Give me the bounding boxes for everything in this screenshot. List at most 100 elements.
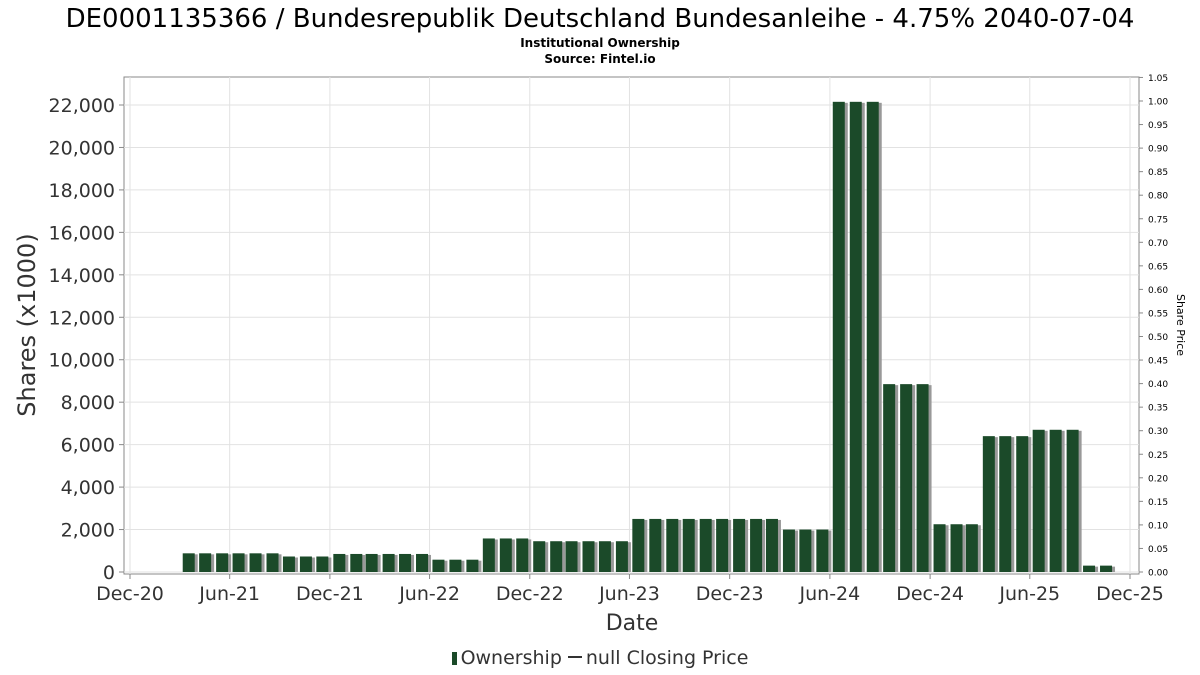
x-tick-label: Dec-21 <box>296 583 364 605</box>
ownership-bar <box>916 384 929 572</box>
y2-tick-label: 0.10 <box>1148 521 1168 531</box>
ownership-bar <box>299 556 312 572</box>
ownership-bar <box>232 553 245 572</box>
x-tick-label: Dec-24 <box>896 583 964 605</box>
y-tick-label: 6,000 <box>61 435 115 457</box>
y-tick-label: 14,000 <box>49 265 115 287</box>
bars <box>182 101 1116 572</box>
ownership-bar <box>550 541 563 572</box>
ownership-bar <box>499 538 512 572</box>
y2-tick-label: 0.75 <box>1148 215 1168 225</box>
y2-tick-label: 0.35 <box>1148 404 1168 414</box>
ownership-bar <box>1100 565 1113 572</box>
ownership-bar <box>632 518 645 572</box>
y2-tick-label: 0.95 <box>1148 121 1168 131</box>
ownership-bar <box>466 559 479 572</box>
x-tick-label: Dec-23 <box>696 583 764 605</box>
y2-tick-label: 0.25 <box>1148 451 1168 461</box>
x-tick-label: Dec-22 <box>496 583 564 605</box>
ownership-bar <box>982 436 995 572</box>
y2-tick-label: 1.05 <box>1148 74 1168 84</box>
x-tick-label: Dec-25 <box>1096 583 1164 605</box>
y2-tick-label: 0.45 <box>1148 357 1168 367</box>
chart-title: DE0001135366 / Bundesrepublik Deutschlan… <box>65 4 1135 34</box>
axes: Dec-20 Jun-21 Dec-21 Jun-22 Dec-22 Jun-23 Dec-… <box>49 74 1169 605</box>
ownership-bar <box>249 553 262 572</box>
y-tick-label: 0 <box>103 562 115 584</box>
legend-ownership: Ownership <box>460 647 562 669</box>
y-tick-label: 12,000 <box>49 307 115 329</box>
ownership-bar <box>950 524 963 572</box>
y2-axis-label: Share Price <box>1174 294 1187 356</box>
y2-tick-label: 0.50 <box>1148 333 1168 343</box>
y-axis-label: Shares (x1000) <box>13 233 41 416</box>
y-tick-label: 2,000 <box>61 520 115 542</box>
ownership-bar <box>282 556 295 572</box>
x-tick-label: Dec-20 <box>96 583 164 605</box>
ownership-bar <box>533 541 546 572</box>
ownership-bar <box>316 556 329 572</box>
x-tick-label: Jun-24 <box>799 583 861 605</box>
ownership-bar <box>900 384 913 572</box>
ownership-bar <box>615 541 628 572</box>
ownership-bar <box>199 553 212 572</box>
ownership-bar <box>733 518 746 572</box>
ownership-bar <box>350 553 363 572</box>
y2-tick-label: 1.00 <box>1148 98 1168 108</box>
x-tick-label: Jun-21 <box>198 583 260 605</box>
y2-tick-label: 0.00 <box>1148 569 1168 579</box>
ownership-bar <box>782 529 795 572</box>
ownership-bar <box>849 101 862 572</box>
ownership-bar <box>565 541 578 572</box>
ownership-bar <box>883 384 896 572</box>
y-tick-label: 4,000 <box>61 477 115 499</box>
ownership-bar <box>399 553 412 572</box>
ownership-bar <box>999 436 1012 572</box>
ownership-bar <box>699 518 712 572</box>
ownership-bar <box>832 101 845 572</box>
y-tick-label: 20,000 <box>49 137 115 159</box>
ownership-bar <box>365 553 378 572</box>
ownership-bar <box>333 553 346 572</box>
ownership-bar <box>216 553 229 572</box>
ownership-bar <box>765 518 778 572</box>
x-tick-label: Jun-23 <box>598 583 660 605</box>
plot-area <box>123 76 1140 575</box>
y2-tick-label: 0.80 <box>1148 192 1168 202</box>
ownership-bar <box>1032 429 1045 572</box>
ownership-bar <box>716 518 729 572</box>
y2-tick-label: 0.60 <box>1148 286 1168 296</box>
x-tick-label: Jun-22 <box>398 583 460 605</box>
ownership-bar <box>598 541 611 572</box>
x-tick-label: Jun-25 <box>998 583 1060 605</box>
y2-tick-label: 0.90 <box>1148 145 1168 155</box>
y-tick-label: 22,000 <box>49 95 115 117</box>
y2-tick-label: 0.15 <box>1148 498 1168 508</box>
ownership-bar <box>965 524 978 572</box>
y2-tick-label: 0.70 <box>1148 239 1168 249</box>
ownership-bar <box>799 529 812 572</box>
y2-tick-label: 0.30 <box>1148 427 1168 437</box>
ownership-bar <box>182 553 195 572</box>
y2-tick-label: 0.40 <box>1148 380 1168 390</box>
y-tick-label: 18,000 <box>49 180 115 202</box>
ownership-bar <box>666 518 679 572</box>
ownership-bar <box>933 524 946 572</box>
y2-tick-label: 0.85 <box>1148 168 1168 178</box>
ownership-bar <box>516 538 529 572</box>
ownership-bar <box>482 538 495 572</box>
ownership-swatch-icon <box>451 652 457 665</box>
closing-price-swatch-icon <box>567 656 582 658</box>
legend: Ownership null Closing Price <box>0 647 1200 669</box>
ownership-bar <box>816 529 829 572</box>
x-axis-label: Date <box>606 611 659 636</box>
ownership-bar <box>449 559 462 572</box>
ownership-bar <box>1049 429 1062 572</box>
y-tick-label: 8,000 <box>61 392 115 414</box>
ownership-bar <box>432 559 445 572</box>
ownership-bar <box>382 553 395 572</box>
ownership-bar <box>1066 429 1079 572</box>
ownership-bar <box>649 518 662 572</box>
y2-tick-label: 0.05 <box>1148 545 1168 555</box>
